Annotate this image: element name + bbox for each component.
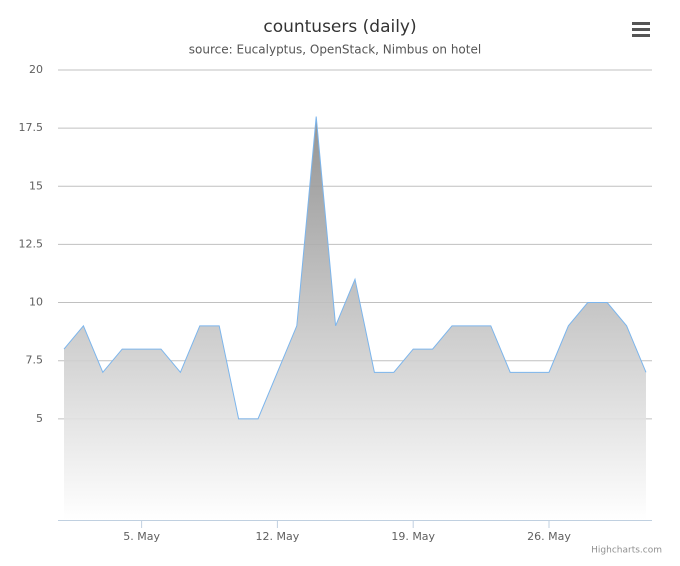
x-tick-label: 12. May <box>256 530 300 543</box>
menu-button[interactable] <box>632 22 650 37</box>
menu-bar <box>632 34 650 37</box>
menu-bar <box>632 22 650 25</box>
y-tick-label: 10 <box>29 296 43 309</box>
y-tick-label: 17.5 <box>19 121 44 134</box>
y-tick-label: 5 <box>36 412 43 425</box>
y-tick-label: 12.5 <box>19 237 44 250</box>
y-tick-label: 7.5 <box>26 354 44 367</box>
menu-bar <box>632 28 650 31</box>
credits[interactable]: Highcharts.com <box>591 546 662 556</box>
chart-title: countusers (daily) <box>263 17 416 37</box>
x-tick-label: 19. May <box>391 530 435 543</box>
y-tick-label: 15 <box>29 179 43 192</box>
y-tick-label: 20 <box>29 63 43 76</box>
chart-subtitle: source: Eucalyptus, OpenStack, Nimbus on… <box>189 43 481 57</box>
x-tick-label: 26. May <box>527 530 571 543</box>
x-tick-label: 5. May <box>123 530 160 543</box>
area-line <box>63 116 647 420</box>
area-fill <box>64 116 646 520</box>
